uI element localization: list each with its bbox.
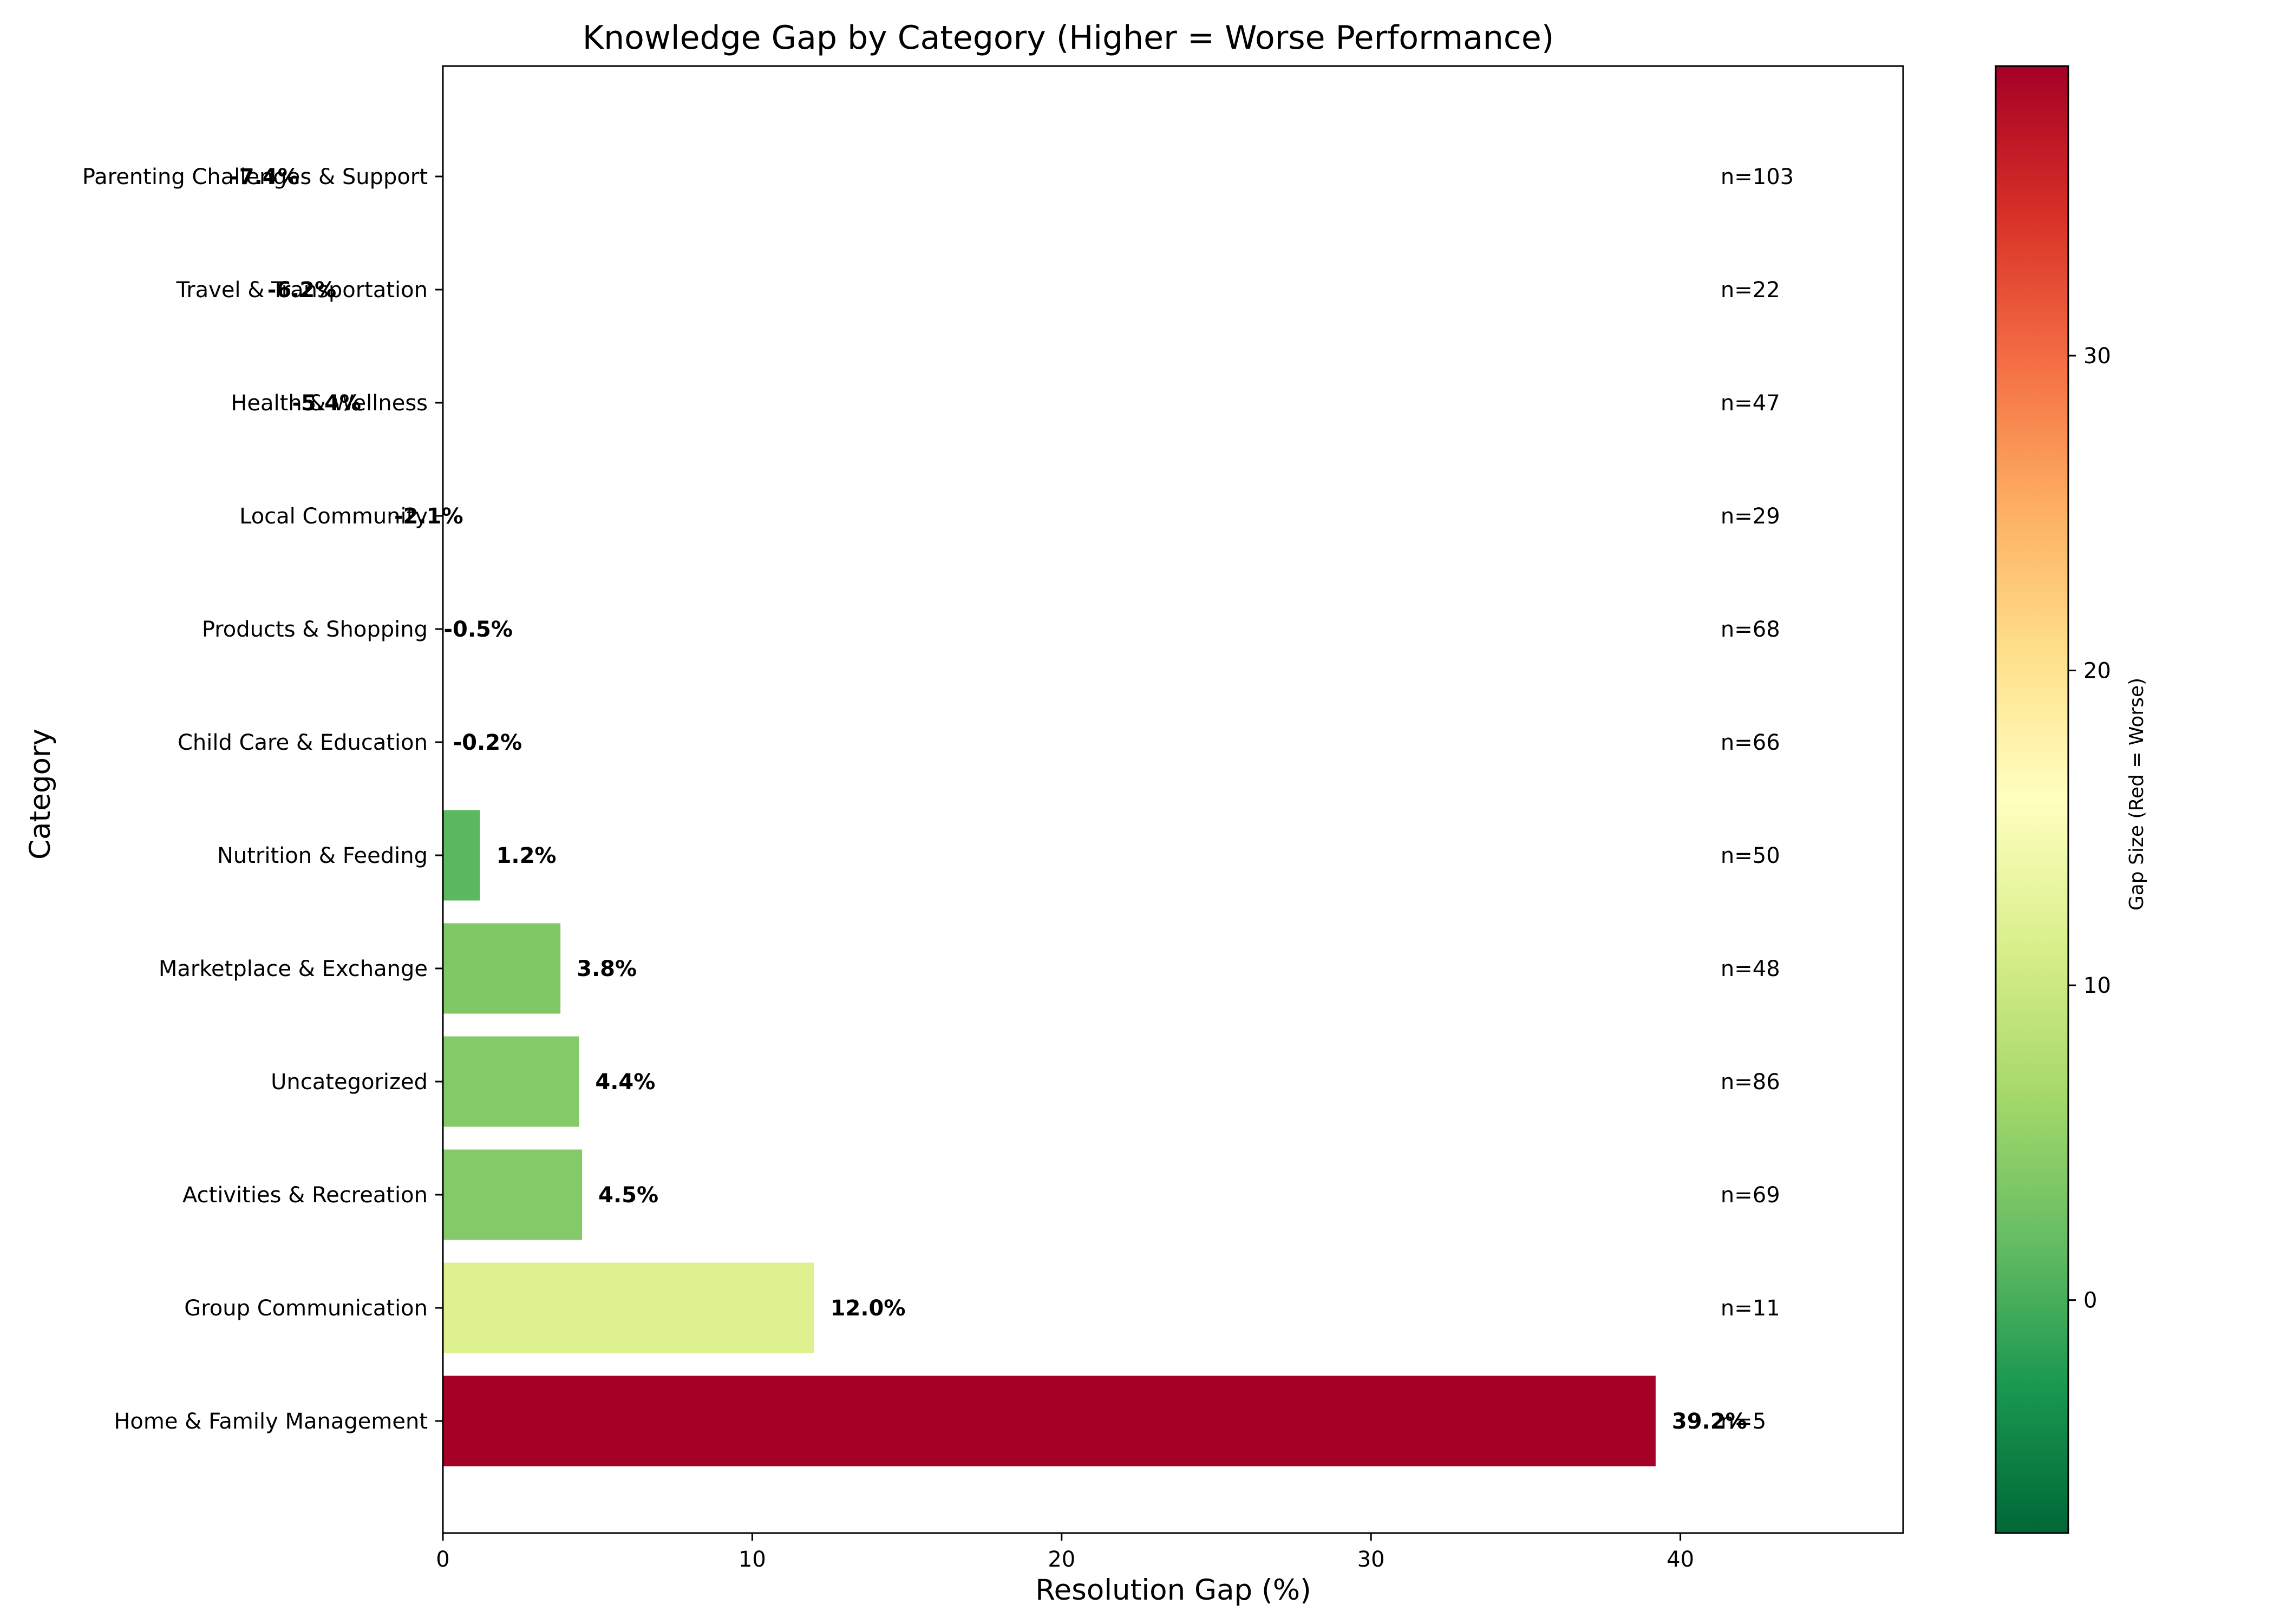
- sample-count-label: n=103: [1721, 165, 1794, 189]
- bar: [443, 1376, 1656, 1466]
- colorbar-tick-label: 30: [2083, 344, 2111, 369]
- y-axis-ticks: Home & Family Management Group Communicat…: [82, 165, 443, 1434]
- sample-count-label: n=47: [1721, 391, 1780, 416]
- y-tick-label: Marketplace & Exchange: [159, 957, 428, 981]
- sample-count-label: n=11: [1721, 1296, 1780, 1321]
- y-tick-label: Child Care & Education: [178, 730, 428, 755]
- x-tick-label: 0: [436, 1547, 449, 1572]
- chart-title: Knowledge Gap by Category (Higher = Wors…: [583, 19, 1554, 57]
- bar-value-label: -5.4%: [292, 391, 361, 416]
- sample-count-label: n=29: [1721, 504, 1780, 529]
- x-tick-label: 10: [739, 1547, 766, 1572]
- x-axis-ticks: 0 10 20 30 40: [436, 1533, 1694, 1572]
- bar: [443, 923, 561, 1014]
- bar: [443, 810, 480, 901]
- value-labels-layer: 39.2% 12.0% 4.5% 4.4% 3.8% 1.2% -0.2% -0.5% -2.1…: [230, 165, 1747, 1434]
- colorbar-tick-label: 10: [2083, 973, 2111, 998]
- bar-value-label: -2.1%: [394, 504, 463, 529]
- bar-value-label: 1.2%: [496, 843, 557, 868]
- x-axis-label: Resolution Gap (%): [1035, 1574, 1311, 1607]
- sample-count-label: n=69: [1721, 1183, 1780, 1208]
- y-tick-label: Parenting Challenges & Support: [82, 165, 428, 189]
- y-tick-label: Uncategorized: [271, 1070, 428, 1095]
- sample-count-label: n=68: [1721, 617, 1780, 642]
- y-tick-label: Nutrition & Feeding: [217, 843, 428, 868]
- sample-count-label: n=86: [1721, 1070, 1780, 1095]
- bars-layer: [443, 810, 1656, 1466]
- x-tick-label: 40: [1667, 1547, 1694, 1572]
- bar-value-label: -6.2%: [267, 278, 337, 303]
- sample-count-label: n=22: [1721, 278, 1780, 303]
- y-tick-label: Activities & Recreation: [182, 1183, 428, 1208]
- bar-value-label: -0.5%: [443, 617, 513, 642]
- y-tick-label: Home & Family Management: [114, 1409, 428, 1434]
- bar-value-label: 4.5%: [598, 1183, 658, 1208]
- sample-count-label: n=48: [1721, 957, 1780, 981]
- plot-frame: [442, 65, 1904, 1534]
- x-tick-label: 30: [1357, 1547, 1385, 1572]
- sample-count-label: n=50: [1721, 843, 1780, 868]
- bar-value-label: -7.4%: [230, 165, 299, 189]
- colorbar-label: Gap Size (Red = Worse): [2126, 678, 2148, 911]
- bar: [443, 1149, 583, 1240]
- colorbar-tick-label: 20: [2083, 659, 2111, 684]
- sample-count-label: n=66: [1721, 730, 1780, 755]
- count-labels-layer: n=5 n=11 n=69 n=86 n=48 n=50 n=66 n=68 n=29 n=47 n…: [1721, 165, 1794, 1434]
- y-tick-label: Group Communication: [184, 1296, 428, 1321]
- y-tick-label: Health & Wellness: [231, 391, 428, 416]
- x-tick-label: 20: [1048, 1547, 1075, 1572]
- y-tick-label: Products & Shopping: [202, 617, 428, 642]
- bar-value-label: 4.4%: [595, 1070, 655, 1095]
- sample-count-label: n=5: [1721, 1409, 1766, 1434]
- bar-value-label: -0.2%: [453, 730, 522, 755]
- y-tick-label: Local Community: [239, 504, 428, 529]
- bar-value-label: 12.0%: [831, 1296, 906, 1321]
- y-tick-label: Travel & Transportation: [176, 278, 428, 303]
- bar-value-label: 3.8%: [577, 957, 637, 981]
- colorbar-tick-label: 0: [2083, 1288, 2097, 1313]
- bar: [443, 1036, 579, 1127]
- colorbar: [1995, 65, 2069, 1534]
- bar: [443, 1262, 814, 1353]
- bar-value-label: 39.2%: [1672, 1409, 1747, 1434]
- y-axis-label: Category: [24, 729, 57, 860]
- colorbar-ticks: 0 10 20 30: [2068, 344, 2111, 1313]
